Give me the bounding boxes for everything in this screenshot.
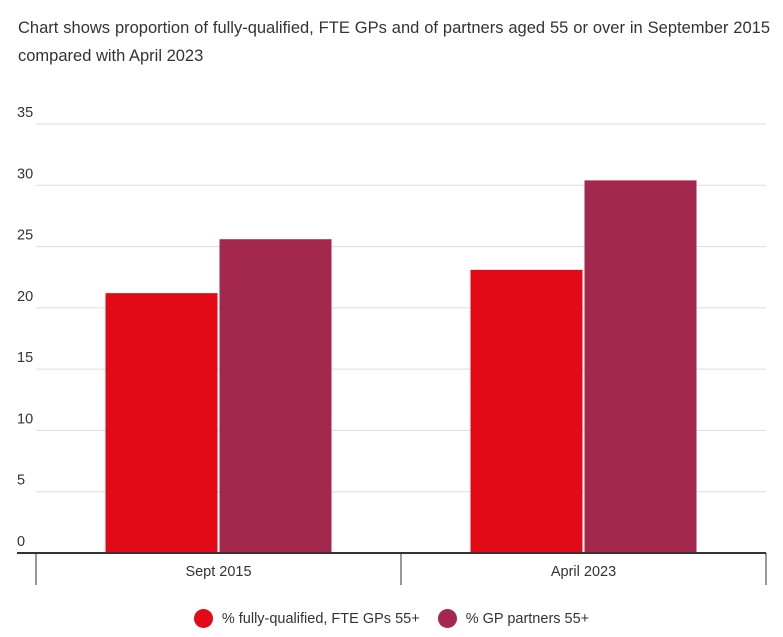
bar-2-1[interactable] bbox=[219, 239, 332, 553]
legend-swatch-series-1 bbox=[193, 609, 213, 628]
legend-item-series-2[interactable]: % GP partners 55+ bbox=[437, 609, 590, 628]
y-tick-label: 35 bbox=[17, 105, 33, 121]
legend: % fully-qualified, FTE GPs 55+ % GP part… bbox=[0, 609, 783, 628]
bar-1-2[interactable] bbox=[470, 269, 583, 553]
legend-label-series-2: % GP partners 55+ bbox=[465, 610, 590, 627]
legend-item-series-1[interactable]: % fully-qualified, FTE GPs 55+ bbox=[193, 609, 420, 628]
chart-title: Chart shows proportion of fully-qualifie… bbox=[18, 19, 770, 65]
bar-1-1[interactable] bbox=[105, 293, 218, 553]
legend-swatch-series-2 bbox=[437, 609, 457, 628]
y-axis-labels: 0 5 10 15 20 25 30 35 bbox=[17, 105, 33, 550]
x-tick-label: April 2023 bbox=[551, 564, 616, 580]
x-axis: Sept 2015 April 2023 bbox=[17, 552, 767, 585]
y-tick-label: 10 bbox=[17, 411, 33, 427]
y-tick-label: 15 bbox=[17, 350, 33, 366]
y-tick-label: 0 bbox=[17, 534, 25, 550]
y-tick-label: 20 bbox=[17, 289, 33, 305]
bars bbox=[105, 180, 697, 553]
y-tick-label: 25 bbox=[17, 228, 33, 244]
y-tick-label: 5 bbox=[17, 473, 25, 489]
bar-2-2[interactable] bbox=[584, 180, 697, 553]
legend-label-series-1: % fully-qualified, FTE GPs 55+ bbox=[221, 610, 420, 627]
x-tick-label: Sept 2015 bbox=[185, 564, 251, 580]
y-tick-label: 30 bbox=[17, 166, 33, 182]
